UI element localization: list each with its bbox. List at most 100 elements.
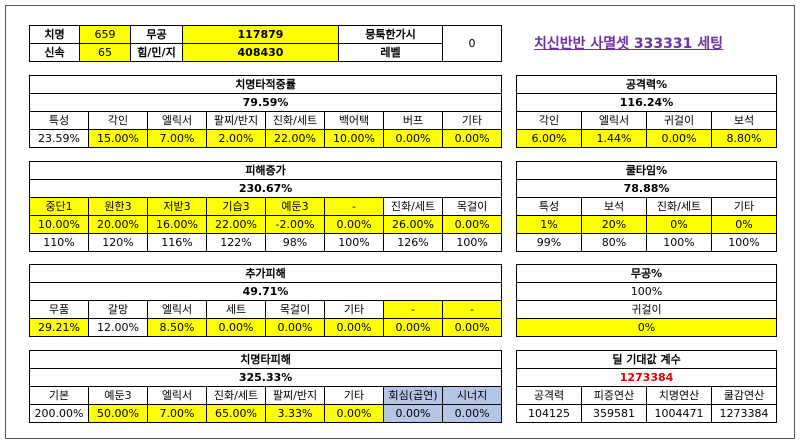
attack-pct-header: 엘릭서 [581,111,647,130]
damage-up-value[interactable]: 20.00% [88,215,148,234]
crit-damage-header: 기본 [29,386,89,405]
extra-damage-value[interactable]: 29.21% [29,318,89,337]
damage-up-mult: 126% [383,233,443,252]
value-swift[interactable]: 65 [79,43,131,62]
cooldown-mult: 100% [710,233,778,252]
extra-damage-value[interactable]: 0.00% [206,318,266,337]
crit-damage-value[interactable]: 3.33% [265,404,325,423]
deal-expect-title: 딜 기대값 계수 [515,350,778,369]
crit-rate-value[interactable]: 7.00% [147,129,207,148]
cooldown-value[interactable]: 1% [516,215,582,234]
extra-damage-header: 갈망 [88,300,148,319]
label-crit: 치명 [29,25,80,44]
crit-damage-value[interactable]: 65.00% [206,404,266,423]
sheet-frame [5,5,795,439]
value-level[interactable]: 0 [442,25,502,62]
cooldown-value[interactable]: 0% [710,215,778,234]
cooldown-mult: 100% [646,233,712,252]
damage-up-mult: 120% [88,233,148,252]
crit-rate-header: 진화/세트 [265,111,325,130]
crit-damage-header: 팔찌/반지 [265,386,325,405]
damage-up-mult: 100% [324,233,384,252]
crit-rate-value[interactable]: 0.00% [383,129,443,148]
attack-pct-total: 116.24% [515,93,778,112]
attack-pct-value[interactable]: 8.80% [710,129,778,148]
damage-up-mult: 100% [441,233,503,252]
damage-up-value[interactable]: 22.00% [206,215,266,234]
crit-damage-value: 200.00% [29,404,89,423]
crit-rate-table: 치명타적중률 79.59% 특성 각인 엘릭서 팔찌/반지 진화/세트 백어택 … [28,75,503,148]
crit-rate-header: 기타 [441,111,503,130]
damage-up-title: 피해증가 [28,161,503,180]
deal-expect-value: 1004471 [646,404,712,423]
crit-rate-value[interactable]: 10.00% [324,129,384,148]
mugong-pct-table: 무공% 100% 귀걸이 0% [516,264,777,337]
cooldown-table: 쿨타임% 78.88% 특성 보석 진화/세트 기타 1% 20% 0% 0% … [515,161,778,252]
cooldown-mult: 80% [581,233,647,252]
crit-damage-header: 회심(곱연) [383,386,443,405]
crit-rate-value[interactable]: 15.00% [88,129,148,148]
top-stats-table: 치명 659 무공 117879 뭉툭한가시 0 신속 65 힘/민/지 408… [29,25,502,62]
attack-pct-value[interactable]: 6.00% [516,129,582,148]
attack-pct-title: 공격력% [515,75,778,94]
damage-up-value[interactable]: 0.00% [324,215,384,234]
damage-up-header: 기습3 [206,197,266,216]
crit-rate-value[interactable]: 0.00% [441,129,503,148]
mugong-pct-value[interactable]: 0% [516,318,777,337]
mugong-pct-total: 100% [516,282,777,301]
damage-up-header: 원한3 [88,197,148,216]
crit-damage-value[interactable]: 0.00% [324,404,384,423]
crit-damage-value[interactable]: 0.00% [383,404,443,423]
damage-up-value[interactable]: -2.00% [265,215,325,234]
extra-damage-header: 세트 [206,300,266,319]
extra-damage-header: - [441,300,503,319]
crit-rate-value[interactable]: 22.00% [265,129,325,148]
crit-rate-header: 각인 [88,111,148,130]
extra-damage-value[interactable]: 0.00% [324,318,384,337]
extra-damage-value[interactable]: 8.50% [147,318,207,337]
crit-damage-value[interactable]: 7.00% [147,404,207,423]
crit-rate-value[interactable]: 2.00% [206,129,266,148]
attack-pct-table: 공격력% 116.24% 각인 엘릭서 귀걸이 보석 6.00% 1.44% 0… [515,75,778,148]
damage-up-value[interactable]: 0.00% [441,215,503,234]
extra-damage-header: - [383,300,443,319]
label-level: 레벨 [338,43,443,62]
value-str[interactable]: 408430 [182,43,339,62]
cooldown-value[interactable]: 0% [646,215,712,234]
extra-damage-total: 49.71% [28,282,503,301]
damage-up-value[interactable]: 16.00% [147,215,207,234]
attack-pct-header: 보석 [710,111,778,130]
damage-up-header: 진화/세트 [383,197,443,216]
cooldown-title: 쿨타임% [515,161,778,180]
extra-damage-header: 기타 [324,300,384,319]
extra-damage-value[interactable]: 0.00% [265,318,325,337]
deal-expect-header: 쿨감연산 [710,386,778,405]
deal-expect-value: 104125 [516,404,582,423]
extra-damage-header: 목걸이 [265,300,325,319]
crit-damage-header: 시너지 [441,386,503,405]
value-mugong[interactable]: 117879 [182,25,339,44]
damage-up-value[interactable]: 10.00% [29,215,89,234]
damage-up-mult: 116% [147,233,207,252]
cooldown-header: 진화/세트 [646,197,712,216]
cooldown-value[interactable]: 20% [581,215,647,234]
damage-up-value[interactable]: 26.00% [383,215,443,234]
damage-up-mult: 122% [206,233,266,252]
crit-damage-value[interactable]: 0.00% [441,404,503,423]
label-mugong: 무공 [130,25,183,44]
extra-damage-value[interactable]: 0.00% [383,318,443,337]
extra-damage-value[interactable]: 0.00% [441,318,503,337]
crit-damage-header: 엘릭서 [147,386,207,405]
crit-damage-total: 325.33% [28,368,503,387]
crit-damage-header: 진화/세트 [206,386,266,405]
value-crit[interactable]: 659 [79,25,131,44]
crit-rate-header: 백어택 [324,111,384,130]
attack-pct-value[interactable]: 1.44% [581,129,647,148]
extra-damage-header: 무품 [29,300,89,319]
extra-damage-header: 엘릭서 [147,300,207,319]
setting-title-link[interactable]: 치신반반 사멸셋 333331 세팅 [534,36,723,52]
mugong-pct-header: 귀걸이 [516,300,777,319]
damage-up-header: 목걸이 [441,197,503,216]
attack-pct-value[interactable]: 0.00% [646,129,712,148]
crit-damage-value[interactable]: 50.00% [88,404,148,423]
